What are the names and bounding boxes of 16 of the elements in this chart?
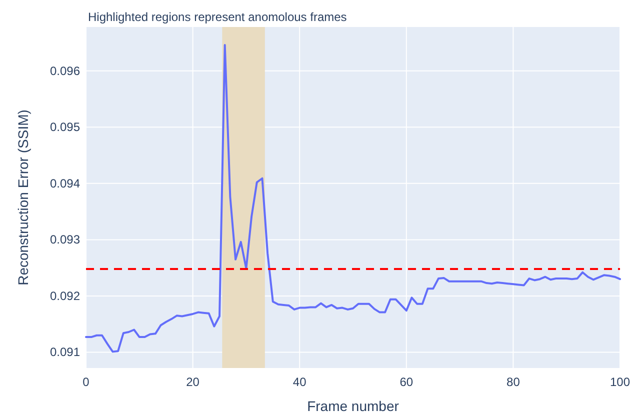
x-tick-label: 40 [292, 375, 307, 389]
x-tick-label: 100 [610, 375, 630, 389]
y-tick-label: 0.094 [50, 176, 80, 190]
y-tick-label: 0.095 [50, 120, 80, 134]
y-tick-label: 0.091 [50, 345, 80, 360]
y-tick-label: 0.092 [50, 288, 80, 303]
y-axis-title: Reconstruction Error (SSIM) [15, 110, 31, 286]
y-tick-label: 0.096 [50, 64, 80, 78]
chart-title: Highlighted regions represent anomolous frames [88, 10, 347, 24]
x-axis-title: Frame number [307, 398, 400, 414]
x-tick-label: 0 [82, 375, 90, 389]
line-series [85, 44, 621, 353]
x-tick-label: 20 [186, 375, 200, 389]
y-tick-label: 0.093 [50, 232, 80, 247]
x-tick-label: 60 [400, 375, 414, 389]
x-tick-label: 80 [506, 375, 520, 389]
